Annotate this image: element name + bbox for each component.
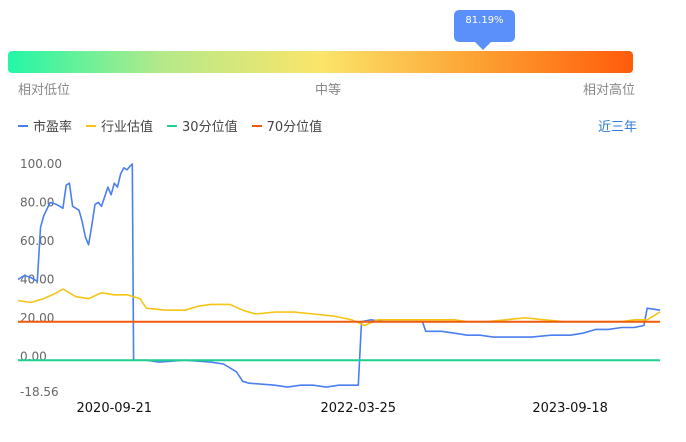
legend-item-pe[interactable]: 市盈率 xyxy=(18,116,72,135)
legend-label: 行业估值 xyxy=(101,120,154,135)
chart-legend: 市盈率 行业估值 30分位值 70分位值 xyxy=(18,116,322,135)
valuation-gradient-bar xyxy=(8,51,633,73)
legend-label: 30分位值 xyxy=(182,120,238,135)
legend-item-industry[interactable]: 行业估值 xyxy=(86,116,153,135)
y-tick-label: 60.00 xyxy=(20,234,54,248)
x-tick-label: 2020-09-21 xyxy=(77,401,153,416)
y-tick-label: 20.00 xyxy=(20,311,54,325)
legend-label: 70分位值 xyxy=(266,120,323,135)
time-range-selector[interactable]: 近三年 xyxy=(598,120,638,135)
series-line-市盈率 xyxy=(17,163,661,388)
series-line-行业估值 xyxy=(17,288,661,327)
legend-line-icon xyxy=(86,124,97,127)
y-tick-label: 80.00 xyxy=(20,195,54,209)
legend-line-icon xyxy=(251,124,262,127)
scale-label-high: 相对高位 xyxy=(583,83,636,98)
y-tick-label: 0.00 xyxy=(20,349,47,363)
y-tick-label: -18.56 xyxy=(20,385,59,399)
legend-item-p70[interactable]: 70分位值 xyxy=(251,116,323,135)
x-tick-label: 2022-03-25 xyxy=(320,401,396,416)
percentile-marker: 81.19% xyxy=(454,10,515,50)
scale-label-mid: 中等 xyxy=(315,83,342,98)
legend-line-icon xyxy=(167,124,178,127)
legend-label: 市盈率 xyxy=(33,120,73,135)
y-tick-label: 100.00 xyxy=(20,157,62,171)
legend-item-p30[interactable]: 30分位值 xyxy=(167,116,238,135)
legend-line-icon xyxy=(18,124,28,127)
percentile-label: 81.19% xyxy=(465,15,504,26)
x-tick-label: 2023-09-18 xyxy=(532,401,608,416)
scale-label-low: 相对低位 xyxy=(18,83,71,98)
